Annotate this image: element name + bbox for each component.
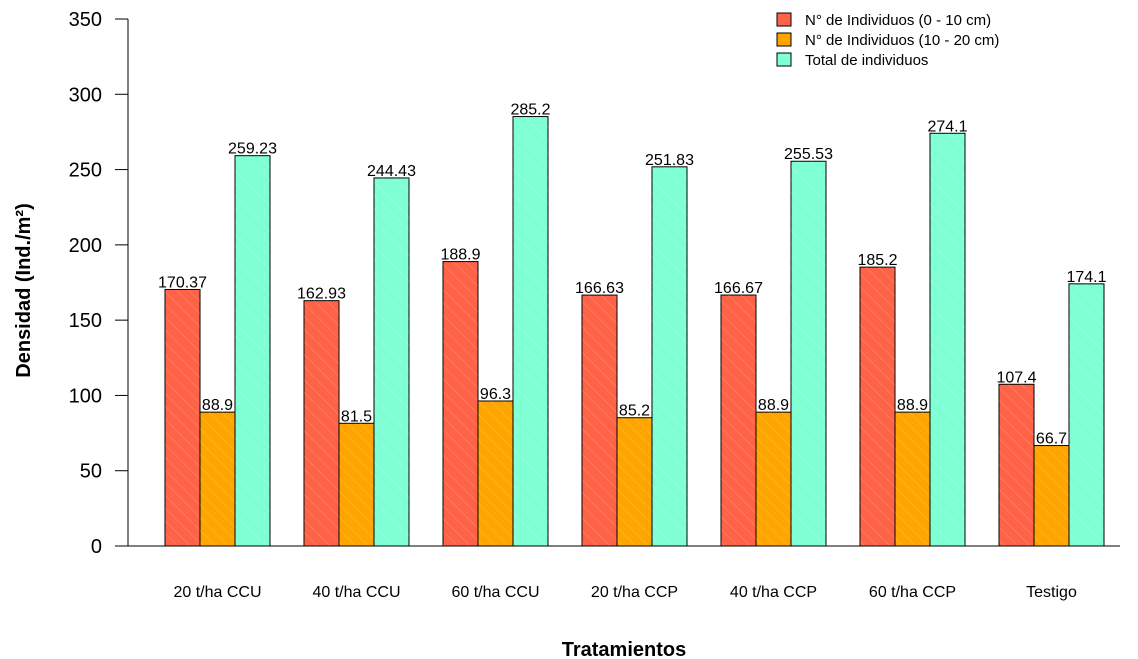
x-tick-label: 60 t/ha CCP xyxy=(869,584,956,601)
data-label: 88.9 xyxy=(758,397,789,414)
data-label: 174.1 xyxy=(1066,269,1106,286)
legend-label: Total de individuos xyxy=(805,52,928,69)
bar-hatch xyxy=(652,166,687,546)
data-label: 244.43 xyxy=(367,163,416,180)
bar-hatch xyxy=(756,412,791,546)
data-label: 88.9 xyxy=(202,397,233,414)
y-axis-title: Densidad (Ind./m²) xyxy=(13,203,35,377)
x-tick-label: 40 t/ha CCU xyxy=(312,584,400,601)
data-label: 255.53 xyxy=(784,146,833,163)
bar-hatch xyxy=(339,423,374,546)
data-label: 166.63 xyxy=(575,280,624,297)
y-axis: 0 50 100 150 200 250 300 350 xyxy=(69,9,129,558)
bar-hatch xyxy=(200,412,235,546)
x-tick-label: 40 t/ha CCP xyxy=(730,584,817,601)
bar-hatch xyxy=(304,300,339,546)
y-tick-label: 0 xyxy=(91,536,102,558)
data-label: 274.1 xyxy=(927,118,967,135)
x-tick-label: Testigo xyxy=(1026,584,1077,601)
bar-hatch xyxy=(443,261,478,546)
bar-hatch xyxy=(1034,445,1069,546)
legend-swatch xyxy=(776,32,792,47)
data-label: 285.2 xyxy=(510,102,550,119)
bar-hatch xyxy=(374,177,409,546)
bar-hatch xyxy=(513,116,548,546)
y-tick-label: 250 xyxy=(69,160,102,182)
y-tick-label: 100 xyxy=(69,385,102,407)
data-label: 188.9 xyxy=(440,247,480,264)
x-tick-label: 20 t/ha CCP xyxy=(591,584,678,601)
data-label: 88.9 xyxy=(897,397,928,414)
data-label: 66.7 xyxy=(1036,431,1067,448)
legend-swatch xyxy=(776,52,792,67)
data-label: 166.67 xyxy=(714,280,763,297)
data-label: 170.37 xyxy=(158,274,207,291)
bar-hatch xyxy=(617,417,652,546)
bar-hatch xyxy=(582,295,617,546)
bar-hatch xyxy=(999,384,1034,546)
bar-hatch xyxy=(860,267,895,546)
legend-label: N° de Individuos (10 - 20 cm) xyxy=(805,32,999,49)
y-tick-label: 150 xyxy=(69,310,102,332)
y-tick-label: 50 xyxy=(80,461,102,483)
legend: N° de Individuos (0 - 10 cm) N° de Indivi… xyxy=(776,12,999,69)
x-tick-label: 20 t/ha CCU xyxy=(173,584,261,601)
bar-hatch xyxy=(791,161,826,547)
data-label: 162.93 xyxy=(297,286,346,303)
x-tick-label: 60 t/ha CCU xyxy=(451,584,539,601)
bar-hatch xyxy=(478,400,513,546)
x-axis-title: Tratamientos xyxy=(562,639,686,659)
data-label: 81.5 xyxy=(341,408,372,425)
bars-group: 170.37 88.9 259.23 162.93 81.5 244.43 188.9 96.… xyxy=(158,102,1107,547)
y-tick-label: 350 xyxy=(69,9,102,31)
data-label: 107.4 xyxy=(996,369,1036,386)
bar-hatch xyxy=(165,289,200,546)
data-label: 259.23 xyxy=(228,141,277,158)
data-label: 185.2 xyxy=(857,252,897,269)
bar-hatch xyxy=(235,155,270,546)
x-axis: 20 t/ha CCU 40 t/ha CCU 60 t/ha CCU 20 t/ha… xyxy=(128,545,1120,601)
bar-hatch xyxy=(1069,283,1104,546)
data-label: 85.2 xyxy=(619,403,650,420)
bar-hatch xyxy=(721,295,756,546)
bar-hatch xyxy=(895,412,930,546)
y-tick-label: 200 xyxy=(69,235,102,257)
y-tick-label: 300 xyxy=(69,84,102,106)
data-label: 96.3 xyxy=(480,386,511,403)
bar-hatch xyxy=(930,133,965,547)
legend-label: N° de Individuos (0 - 10 cm) xyxy=(805,12,991,29)
legend-swatch xyxy=(776,12,792,27)
data-label: 251.83 xyxy=(645,152,694,169)
